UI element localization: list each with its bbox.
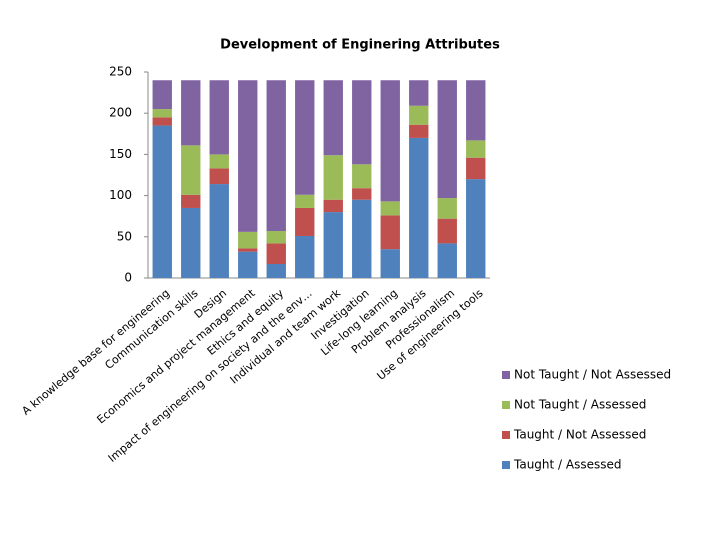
bar-segment [352,199,372,278]
bar-segment [323,212,343,278]
y-tick-label: 200 [109,106,132,120]
y-tick-label: 50 [117,229,132,243]
bar-segment [323,199,343,213]
bar-segment [238,251,258,278]
legend-label: Taught / Assessed [513,458,622,472]
chart-title: Development of Enginering Attributes [220,38,500,53]
bar-segment [266,243,286,264]
bar-segment [238,80,258,232]
bar-segment [380,249,400,278]
bar-segment [352,188,372,200]
legend-swatch [502,401,510,409]
x-tick-label: A knowledge base for engineering [19,287,172,418]
bar-segment [466,157,486,180]
bar-segment [466,80,486,141]
bar-segment [323,80,343,156]
y-tick-label: 150 [109,147,132,161]
bar-segment [352,80,372,165]
bar-segment [152,117,172,126]
bar-segment [437,80,457,199]
bar-segment [409,137,429,278]
bar-segment [380,80,400,202]
legend-swatch [502,371,510,379]
bar-segment [352,164,372,189]
bar-segment [209,154,229,169]
bar-segment [295,80,315,195]
y-tick-label: 0 [124,271,132,285]
bar-segment [323,155,343,200]
bar-segment [266,231,286,244]
bar-segment [380,201,400,216]
bar-segment [152,125,172,278]
legend-label: Taught / Not Assessed [513,428,646,442]
bar-segment [209,168,229,185]
bar-segment [409,80,429,106]
bar-segment [266,263,286,278]
bar-segment [152,80,172,110]
bar-segment [295,194,315,208]
bar-segment [181,194,201,208]
bar-segment [437,243,457,278]
bar-segment [152,109,172,118]
bar-segment [238,231,258,249]
bar-segment [209,184,229,278]
legend-swatch [502,461,510,469]
legend-label: Not Taught / Assessed [514,398,646,412]
bar-segment [181,207,201,278]
bar-segment [466,140,486,158]
bar-segment [181,145,201,195]
legend-swatch [502,431,510,439]
bar-segment [437,218,457,244]
bar-segment [209,80,229,155]
bar-segment [409,105,429,125]
bar-segment [437,198,457,219]
y-tick-label: 250 [109,65,132,79]
bar-segment [266,80,286,232]
bar-segment [295,207,315,236]
y-tick-label: 100 [109,188,132,202]
bar-segment [181,80,201,146]
legend-label: Not Taught / Not Assessed [514,368,671,382]
bar-segment [238,248,258,252]
bar-segment [380,215,400,250]
bar-segment [295,235,315,278]
bar-segment [409,124,429,138]
bar-segment [466,179,486,278]
